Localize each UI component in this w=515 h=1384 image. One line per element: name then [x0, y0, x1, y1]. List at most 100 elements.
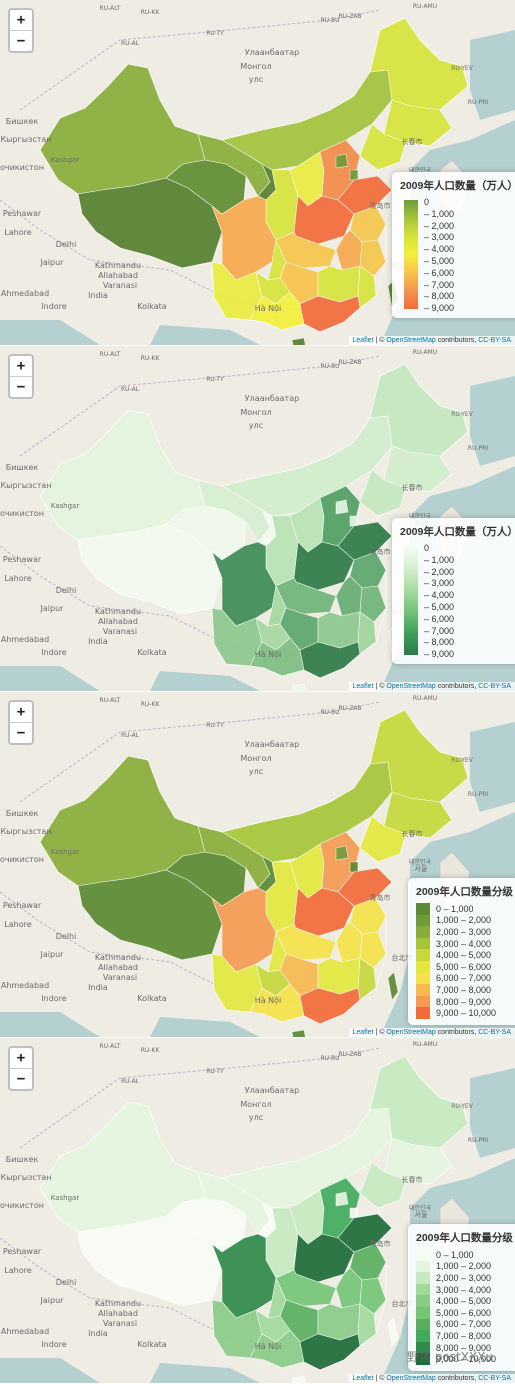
place-label: Кыргызстан — [0, 135, 51, 144]
place-label: RU-YEV — [451, 1103, 473, 1110]
legend-label: 3,000 – 4,000 — [436, 939, 491, 949]
place-label: RU-ZAB — [338, 13, 361, 20]
legend-label: 2,000 – 3,000 — [436, 927, 491, 937]
place-label: RU-KK — [141, 9, 161, 16]
place-label: RU-BU — [320, 1055, 339, 1062]
zoom-out-button[interactable]: − — [10, 1068, 32, 1089]
place-label: 青岛市 — [370, 547, 391, 556]
legend-row: 6,000 – 7,000 — [416, 1319, 513, 1331]
province-tianjin[interactable] — [350, 170, 358, 180]
legend-row: 7,000 – 8,000 — [416, 1330, 513, 1342]
place-label: Delhi — [56, 932, 77, 941]
place-label: RU-ZAB — [338, 705, 361, 712]
place-label: Indore — [41, 648, 67, 657]
place-label: 대한민국 — [409, 858, 432, 866]
license-link[interactable]: CC-BY-SA — [478, 337, 511, 344]
osm-link[interactable]: OpenStreetMap — [386, 1375, 435, 1382]
place-label: Hà Nội — [255, 649, 282, 659]
license-link[interactable]: CC-BY-SA — [478, 1375, 511, 1382]
province-jiangxi[interactable] — [318, 958, 360, 994]
place-label: RU-AL — [121, 732, 140, 739]
place-label: RU-PRI — [468, 445, 489, 452]
province-beijing[interactable] — [336, 1192, 348, 1206]
place-label: Кыргызстан — [0, 827, 51, 836]
province-jiangxi[interactable] — [318, 1304, 360, 1340]
zoom-in-button[interactable]: + — [10, 356, 32, 376]
place-label: 대한민국 — [409, 1204, 432, 1212]
place-label: India — [88, 637, 108, 646]
province-beijing[interactable] — [336, 500, 348, 514]
province-tianjin[interactable] — [350, 862, 358, 872]
attribution-text: contributors, — [436, 683, 478, 690]
place-label: Kathmandu — [95, 953, 141, 962]
zoom-in-button[interactable]: + — [10, 10, 32, 30]
attribution: Leaflet | © OpenStreetMap contributors, … — [349, 336, 515, 345]
zoom-in-button[interactable]: + — [10, 702, 32, 722]
zoom-out-button[interactable]: − — [10, 722, 32, 743]
leaflet-link[interactable]: Leaflet — [353, 1375, 374, 1382]
place-label: Varanasi — [103, 1319, 137, 1328]
legend-swatch — [416, 973, 430, 985]
legend-row: 5,000 – 6,000 — [416, 1307, 513, 1319]
legend-row: 2,000 – 3,000 — [416, 926, 513, 938]
legend-label: 1,000 – 2,000 — [436, 915, 491, 925]
attribution: Leaflet | © OpenStreetMap contributors, … — [349, 1374, 515, 1383]
place-label: 青岛市 — [370, 893, 391, 902]
place-label: Lahore — [4, 574, 31, 583]
province-beijing[interactable] — [336, 154, 348, 168]
attribution: Leaflet | © OpenStreetMap contributors, … — [349, 682, 515, 691]
place-label: RU-AL — [121, 386, 140, 393]
place-label: Hà Nội — [255, 1341, 282, 1351]
place-label: Бишкек — [6, 463, 39, 472]
legend-swatch — [416, 903, 430, 915]
zoom-out-button[interactable]: − — [10, 30, 32, 51]
attribution-text: contributors, — [436, 337, 478, 344]
zoom-out-button[interactable]: − — [10, 376, 32, 397]
place-label: RU-KK — [141, 1047, 161, 1054]
license-link[interactable]: CC-BY-SA — [478, 683, 511, 690]
place-label: Монгол — [240, 62, 271, 71]
attribution: Leaflet | © OpenStreetMap contributors, … — [349, 1028, 515, 1037]
place-label: RU-AMU — [413, 1041, 437, 1048]
place-label: Indore — [41, 994, 67, 1003]
place-label: Kolkata — [137, 648, 166, 657]
zoom-control: +− — [8, 1046, 34, 1091]
province-tianjin[interactable] — [350, 1208, 358, 1218]
legend-swatch — [416, 915, 430, 927]
leaflet-link[interactable]: Leaflet — [353, 683, 374, 690]
legend-swatch — [416, 1284, 430, 1296]
zoom-in-button[interactable]: + — [10, 1048, 32, 1068]
legend-label: 8,000 – 9,000 — [436, 997, 491, 1007]
osm-link[interactable]: OpenStreetMap — [386, 1029, 435, 1036]
place-label: Улаанбаатар — [245, 394, 299, 403]
license-link[interactable]: CC-BY-SA — [478, 1029, 511, 1036]
leaflet-link[interactable]: Leaflet — [353, 1029, 374, 1036]
place-label: Кыргызстан — [0, 1173, 51, 1182]
place-label: Kathmandu — [95, 261, 141, 270]
place-label: улс — [249, 421, 263, 430]
legend-title: 2009年人口数量分级 — [416, 884, 513, 899]
province-jiangxi[interactable] — [318, 266, 360, 302]
legend-row: 8,000 – 9,000 — [416, 996, 513, 1008]
province-tianjin[interactable] — [350, 516, 358, 526]
place-label: RU-ALT — [100, 351, 121, 358]
legend-label: 0 — [424, 197, 429, 207]
osm-link[interactable]: OpenStreetMap — [386, 337, 435, 344]
leaflet-link[interactable]: Leaflet — [353, 337, 374, 344]
place-label: 长春市 — [402, 829, 423, 838]
place-label: Ahmedabad — [1, 635, 49, 644]
legend-swatch — [416, 1330, 430, 1342]
legend-label: 4,000 – 5,000 — [436, 1296, 491, 1306]
legend-row: 7,000 – 8,000 — [416, 984, 513, 996]
province-beijing[interactable] — [336, 846, 348, 860]
place-label: Varanasi — [103, 627, 137, 636]
province-jiangxi[interactable] — [318, 612, 360, 648]
legend-swatch — [416, 1272, 430, 1284]
place-label: улс — [249, 1113, 263, 1122]
legend-swatch — [416, 1307, 430, 1319]
osm-link[interactable]: OpenStreetMap — [386, 683, 435, 690]
place-label: RU-KK — [141, 701, 161, 708]
legend-row: 0 – 1,000 — [416, 903, 513, 915]
